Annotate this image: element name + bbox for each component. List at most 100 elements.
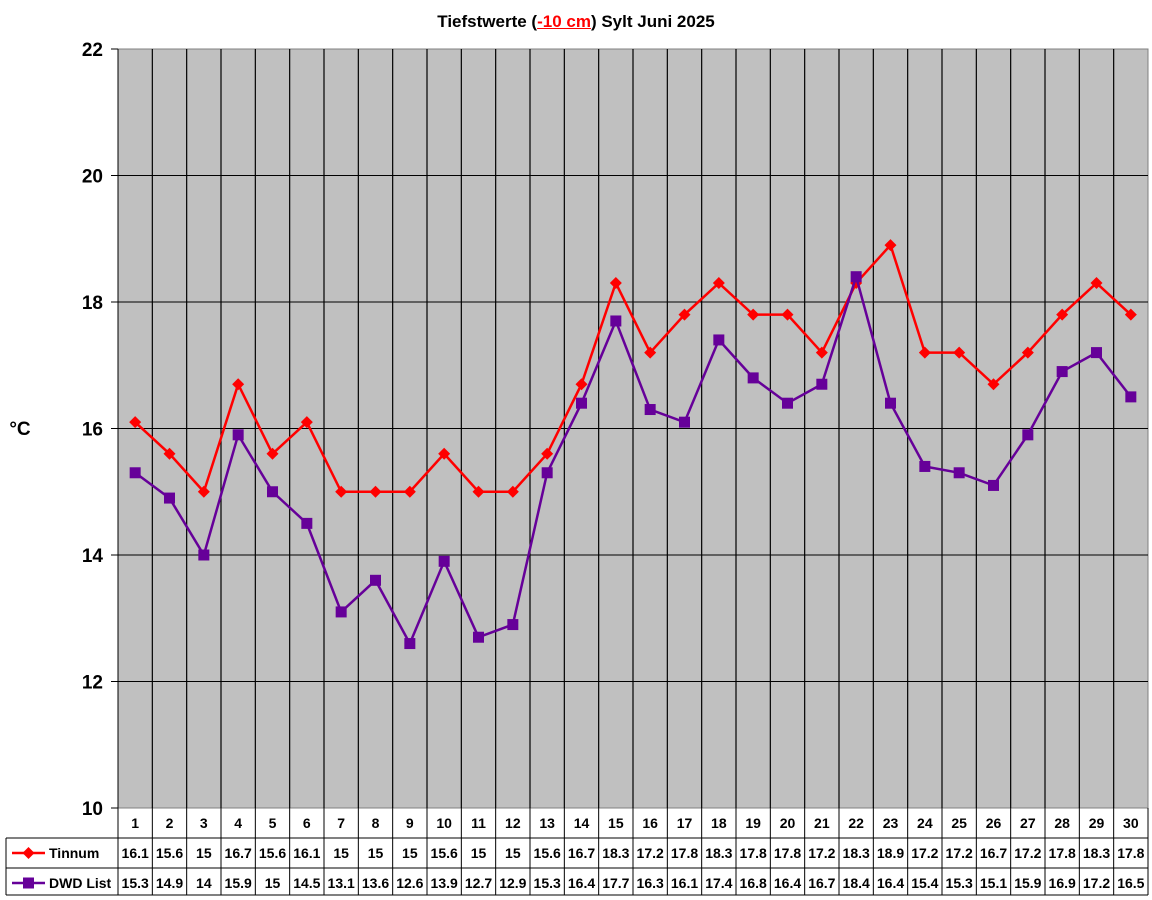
table-cell: 15.9 [1014, 875, 1041, 891]
data-point-square [1022, 429, 1034, 441]
data-point-square [919, 460, 931, 472]
data-point-diamond [1090, 277, 1103, 290]
data-point-square [164, 492, 175, 504]
table-cell: 12.9 [499, 875, 526, 891]
table-cell: 16.3 [637, 875, 664, 891]
table-cell: 16.7 [568, 845, 595, 861]
data-point-square [473, 631, 484, 643]
table-cell: 13.9 [431, 875, 458, 891]
data-point-diamond [266, 447, 279, 460]
data-point-square [850, 271, 862, 283]
y-axis-label: °C [9, 419, 31, 440]
table-cell: 15.3 [122, 875, 149, 891]
table-cell: 16.7 [225, 845, 252, 861]
table-header-cell: 13 [539, 815, 555, 831]
table-cell: 15 [368, 845, 384, 861]
data-point-square [404, 638, 416, 650]
table-cell: 14.9 [156, 875, 183, 891]
table-header-cell: 4 [234, 815, 242, 831]
table-cell: 13.1 [328, 875, 355, 891]
data-point-diamond [678, 308, 691, 321]
data-point-diamond [541, 447, 554, 460]
table-cell: 12.7 [465, 875, 492, 891]
table-cell: 17.8 [740, 845, 767, 861]
table-cell: 15.3 [534, 875, 561, 891]
table-cell: 12.6 [396, 875, 423, 891]
table-header-cell: 25 [951, 815, 967, 831]
table-header-cell: 15 [608, 815, 624, 831]
data-point-square [541, 467, 553, 479]
table-cell: 15 [265, 875, 281, 891]
table-header-cell: 23 [883, 815, 899, 831]
data-point-square [576, 397, 587, 409]
table-header-cell: 12 [505, 815, 521, 831]
series-line [134, 272, 1132, 647]
data-point-square [335, 606, 347, 618]
table-header-cell: 7 [337, 815, 345, 831]
data-point-diamond [781, 308, 794, 321]
table-header-cell: 18 [711, 815, 727, 831]
table-cell: 17.2 [1083, 875, 1110, 891]
table-header-cell: 30 [1123, 815, 1139, 831]
table-header-cell: 24 [917, 815, 933, 831]
data-point-square [644, 404, 656, 416]
table-cell: 15.1 [980, 875, 1007, 891]
data-point-square [370, 574, 381, 586]
table-header-cell: 6 [303, 815, 311, 831]
data-point-diamond [472, 485, 485, 498]
table-header-cell: 28 [1054, 815, 1070, 831]
data-point-diamond [884, 239, 897, 252]
legend-diamond-icon [22, 847, 35, 859]
table-cell: 15 [333, 845, 349, 861]
table-cell: 15 [196, 845, 212, 861]
data-point-diamond [609, 277, 622, 290]
table-cell: 13.6 [362, 875, 389, 891]
table-header-cell: 17 [677, 815, 693, 831]
data-point-diamond [403, 485, 416, 498]
data-point-square [610, 315, 622, 327]
table-cell: 17.2 [1014, 845, 1041, 861]
table-header-cell: 2 [166, 815, 174, 831]
data-point-diamond [438, 447, 451, 460]
table-header-cell: 3 [200, 815, 208, 831]
table-cell: 15.4 [911, 875, 938, 891]
table-cell: 16.8 [740, 875, 767, 891]
y-tick-label: 12 [82, 673, 103, 694]
table-header-cell: 10 [436, 815, 452, 831]
table-cell: 16.1 [122, 845, 149, 861]
table-cell: 15 [505, 845, 521, 861]
data-point-square [782, 397, 793, 409]
data-point-diamond [815, 346, 828, 359]
data-point-square [129, 467, 141, 479]
legend-square-icon [23, 877, 34, 889]
data-point-diamond [129, 416, 142, 429]
table-header-cell: 19 [745, 815, 761, 831]
table-header-cell: 22 [848, 815, 864, 831]
data-point-diamond [987, 378, 1000, 391]
table-header-cell: 1 [131, 815, 139, 831]
table-cell: 17.2 [637, 845, 664, 861]
table-cell: 15 [471, 845, 487, 861]
table-cell: 17.8 [1117, 845, 1144, 861]
table-header-cell: 5 [269, 815, 277, 831]
data-point-square [1091, 347, 1102, 359]
data-point-diamond [644, 346, 657, 359]
table-header-cell: 27 [1020, 815, 1036, 831]
table-header-cell: 9 [406, 815, 414, 831]
y-tick-label: 22 [82, 40, 103, 61]
data-point-square [953, 467, 965, 479]
table-cell: 16.4 [877, 875, 904, 891]
table-header-cell: 8 [372, 815, 380, 831]
y-tick-label: 20 [82, 167, 103, 188]
data-point-square [747, 372, 759, 384]
table-cell: 15.6 [431, 845, 458, 861]
table-header-cell: 16 [642, 815, 658, 831]
data-point-square [885, 397, 896, 409]
table-cell: 16.4 [568, 875, 595, 891]
table-cell: 16.4 [774, 875, 801, 891]
data-point-square [198, 549, 210, 561]
table-cell: 17.8 [671, 845, 698, 861]
table-cell: 18.3 [1083, 845, 1110, 861]
table-cell: 18.4 [843, 875, 870, 891]
